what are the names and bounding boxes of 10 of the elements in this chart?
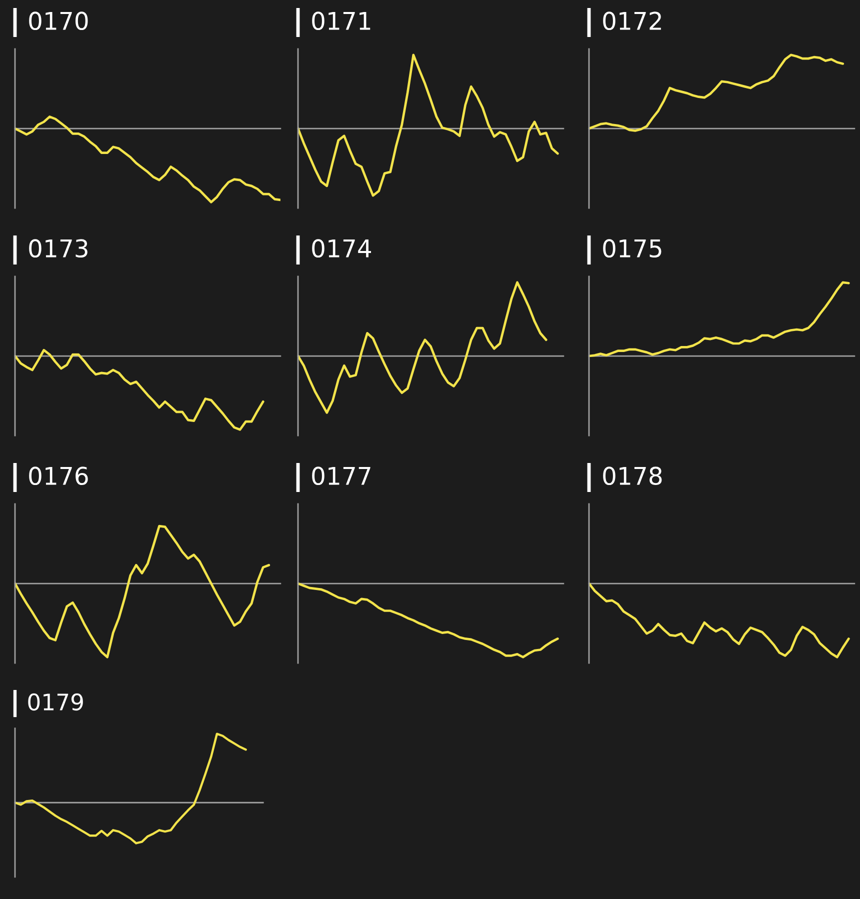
chart-title: 0172 <box>603 12 661 30</box>
chart-title: 0178 <box>603 466 662 486</box>
chart-title: 0170 <box>29 12 88 30</box>
chart-title: 0174 <box>312 239 371 258</box>
chart-title: 0176 <box>29 466 88 486</box>
chart-title: 0173 <box>29 239 88 258</box>
chart-title: 0175 <box>603 239 662 258</box>
chart-title: 0179 <box>28 693 83 711</box>
chart-title: 0177 <box>312 466 370 486</box>
chart-title: 0171 <box>312 12 370 30</box>
